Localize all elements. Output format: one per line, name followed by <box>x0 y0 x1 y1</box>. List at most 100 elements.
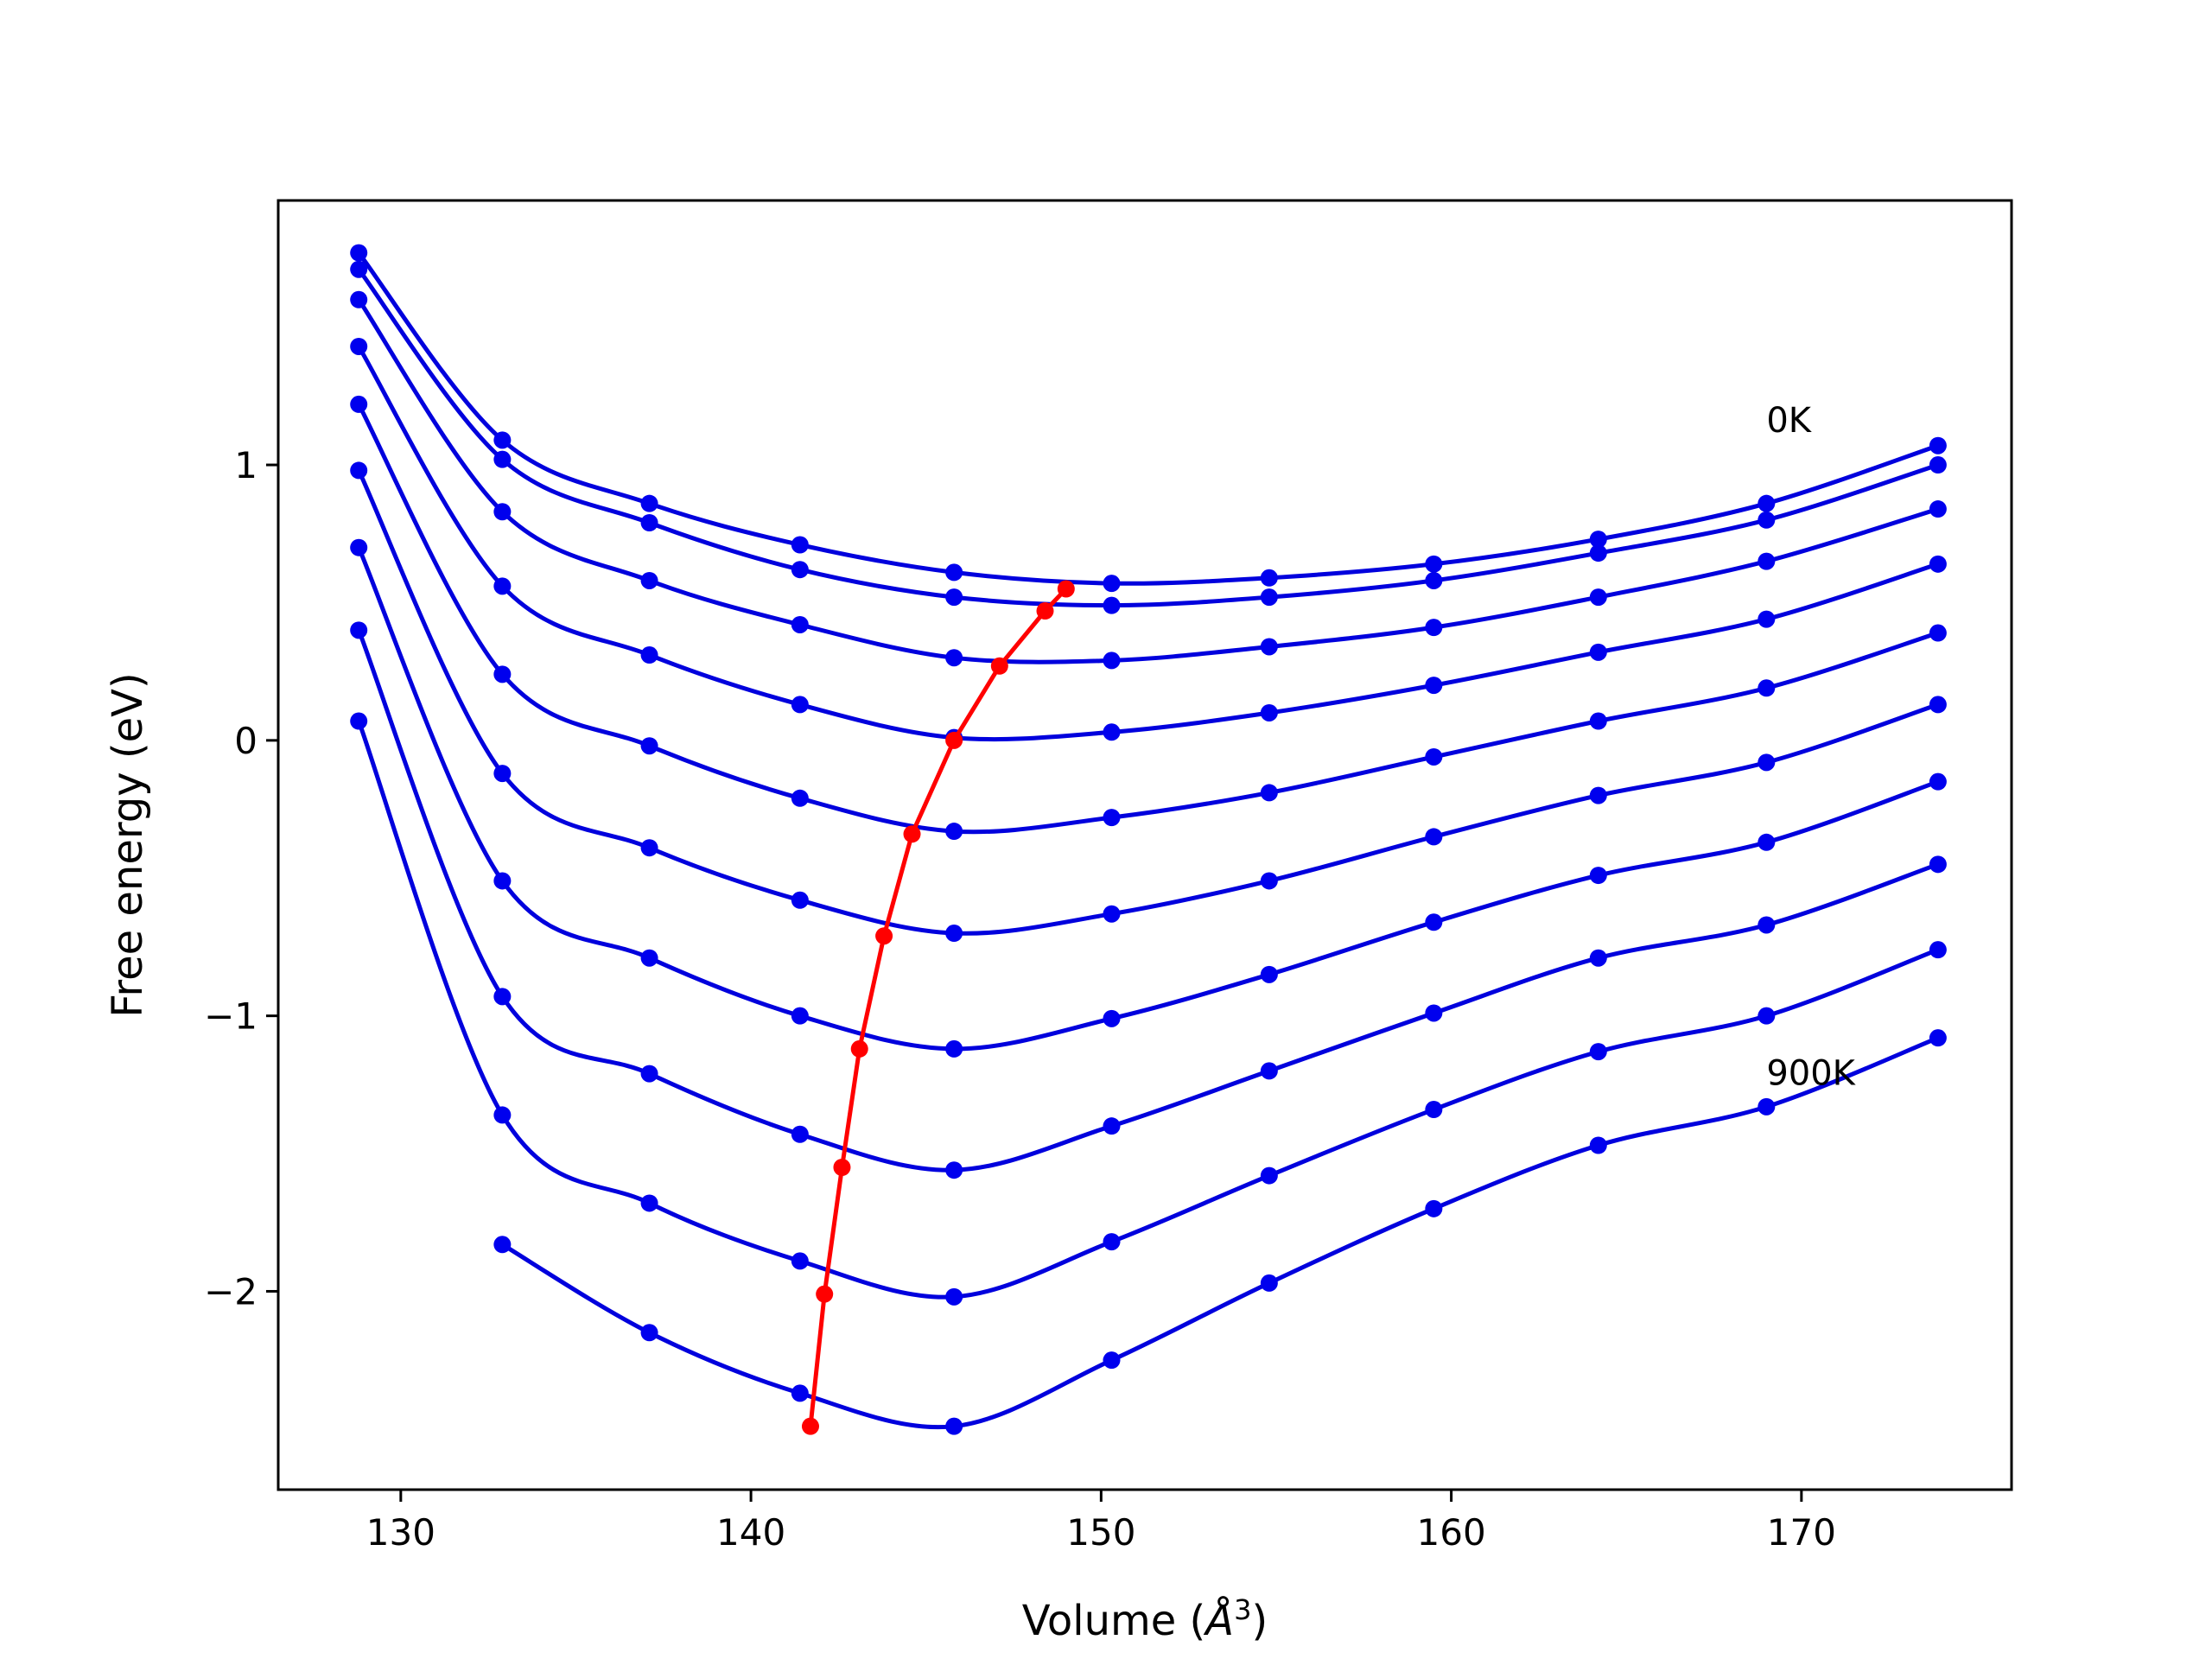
minimum-point <box>1057 580 1075 598</box>
data-point <box>945 1161 963 1179</box>
data-point <box>640 1065 658 1083</box>
data-point <box>1260 588 1278 607</box>
data-point <box>1589 531 1607 549</box>
x-tick-label: 130 <box>366 1511 435 1554</box>
data-point <box>1103 1117 1121 1135</box>
x-tick-label: 170 <box>1767 1511 1836 1554</box>
data-point <box>791 615 809 633</box>
data-point <box>640 949 658 967</box>
data-point <box>1758 916 1776 934</box>
data-point <box>1260 1062 1278 1080</box>
data-point <box>1103 596 1121 614</box>
minimum-point <box>945 731 963 749</box>
data-point <box>640 737 658 755</box>
data-point <box>945 823 963 841</box>
data-point <box>350 621 368 639</box>
minimum-point <box>801 1417 819 1435</box>
data-point <box>493 577 512 595</box>
annotation-label: 0K <box>1766 401 1812 441</box>
data-point <box>640 1324 658 1342</box>
fit-curve-6 <box>356 546 1939 1052</box>
data-point <box>493 872 512 890</box>
data-point <box>1758 753 1776 772</box>
data-point <box>1103 575 1121 593</box>
data-point <box>1103 1009 1121 1027</box>
data-point <box>791 696 809 714</box>
data-point <box>1260 703 1278 721</box>
data-point <box>791 789 809 807</box>
y-axis-title: Free energy (eV) <box>104 672 152 1017</box>
data-point <box>1758 552 1776 570</box>
data-point <box>1589 1136 1607 1154</box>
data-point <box>791 1384 809 1402</box>
data-point <box>1929 696 1947 714</box>
data-point <box>350 461 368 480</box>
y-tick-label: −2 <box>204 1270 257 1313</box>
data-points <box>350 244 1947 1435</box>
data-point <box>1929 555 1947 573</box>
data-point <box>1425 555 1443 573</box>
data-point <box>1425 747 1443 766</box>
x-tick-label: 160 <box>1417 1511 1486 1554</box>
data-point <box>791 561 809 579</box>
data-point <box>1758 679 1776 697</box>
data-point <box>640 1194 658 1212</box>
minimum-point <box>990 657 1008 675</box>
data-point <box>640 494 658 512</box>
data-point <box>791 1007 809 1025</box>
y-axis-ticks: −2 −1 0 1 <box>204 444 278 1313</box>
fit-curve-9 <box>501 1035 1939 1430</box>
data-point <box>1758 511 1776 529</box>
data-point <box>1103 723 1121 741</box>
data-point <box>1103 1351 1121 1370</box>
data-point <box>493 450 512 468</box>
data-point <box>1758 833 1776 851</box>
data-point <box>1758 1097 1776 1116</box>
data-point <box>1260 638 1278 656</box>
data-point <box>350 244 368 262</box>
data-point <box>945 563 963 582</box>
minimum-point <box>903 825 921 843</box>
data-point <box>1260 965 1278 983</box>
minimum-point <box>850 1039 868 1058</box>
fit-curve-4 <box>356 403 1939 835</box>
data-point <box>1929 941 1947 959</box>
data-point <box>791 1252 809 1270</box>
data-point <box>1589 949 1607 967</box>
data-point <box>1260 872 1278 890</box>
x-tick-label: 150 <box>1066 1511 1135 1554</box>
y-tick-label: −1 <box>204 995 257 1038</box>
minimum-point <box>816 1285 834 1303</box>
data-point <box>1425 1199 1443 1217</box>
data-point <box>493 1236 512 1254</box>
minimum-path <box>801 580 1075 1435</box>
data-point <box>1103 652 1121 670</box>
data-point <box>1103 809 1121 827</box>
data-point <box>945 1287 963 1306</box>
data-point <box>493 1106 512 1124</box>
data-point <box>1758 1007 1776 1025</box>
data-point <box>1260 1274 1278 1292</box>
data-point <box>1929 436 1947 454</box>
plot-frame <box>276 199 2013 1491</box>
data-point <box>1758 494 1776 512</box>
data-point <box>1425 913 1443 931</box>
data-point <box>350 712 368 730</box>
annotations: 0K 900K <box>1766 401 1856 1094</box>
data-point <box>1260 1166 1278 1185</box>
fit-curve-8 <box>356 720 1939 1300</box>
data-point <box>1929 1029 1947 1047</box>
x-axis-ticks: 130 140 150 160 170 <box>366 1490 1836 1554</box>
data-point <box>493 765 512 783</box>
data-point <box>1929 772 1947 791</box>
data-point <box>791 536 809 554</box>
annotation-label: 900K <box>1766 1053 1856 1093</box>
data-point <box>493 431 512 449</box>
data-point <box>1929 456 1947 474</box>
data-point <box>1425 828 1443 846</box>
data-point <box>1425 619 1443 637</box>
data-point <box>350 538 368 556</box>
data-point <box>1589 712 1607 730</box>
data-point <box>791 891 809 909</box>
